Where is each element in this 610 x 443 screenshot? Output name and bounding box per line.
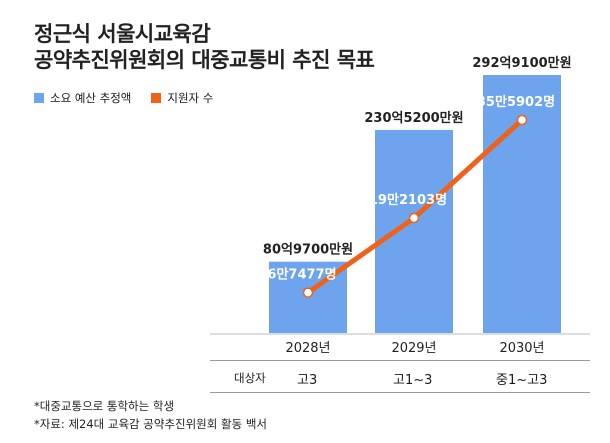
x-tick-label-0: 2028년 — [285, 341, 330, 356]
note-students: *대중교통으로 통학하는 학생 — [34, 399, 175, 413]
target-2029: 고1~3 — [393, 373, 433, 388]
legend-bar-swatch — [34, 93, 44, 103]
row-divider-top — [210, 360, 590, 361]
bar-value-label-0: 80억9700만원 — [263, 242, 353, 258]
students-point-1 — [408, 212, 420, 224]
bar-1 — [375, 129, 453, 333]
legend-line-swatch — [151, 93, 162, 103]
students-value-label-0: 6만7477명 — [267, 267, 336, 283]
legend: 소요 예산 추정액 지원자 수 — [34, 90, 227, 106]
x-tick-label-2: 2030년 — [499, 341, 544, 356]
legend-budget-label: 소요 예산 추정액 — [50, 91, 132, 105]
students-value-label-2: 35만5902명 — [477, 94, 555, 110]
target-row-label: 대상자 — [234, 371, 266, 385]
target-2030: 중1~고3 — [496, 373, 548, 388]
note-source: *자료: 제24대 교육감 공약추진위원회 활동 백서 — [34, 417, 267, 431]
legend-students-label: 지원자 수 — [167, 91, 214, 105]
chart-title-line-1: 정근식 서울시교육감 — [34, 22, 211, 46]
students-point-2 — [516, 114, 528, 126]
bar-2 — [483, 75, 561, 333]
x-tick-label-1: 2029년 — [391, 341, 436, 356]
row-divider-bottom — [210, 392, 590, 393]
chart-title-line-2: 공약추진위원회의 대중교통비 추진 목표 — [34, 48, 375, 72]
students-value-label-1: 19만2103명 — [369, 192, 447, 208]
bar-value-label-2: 292억9100만원 — [472, 55, 571, 71]
bar-value-label-1: 230억5200만원 — [364, 110, 463, 126]
students-point-0 — [302, 287, 314, 298]
target-2028: 고3 — [297, 373, 318, 388]
